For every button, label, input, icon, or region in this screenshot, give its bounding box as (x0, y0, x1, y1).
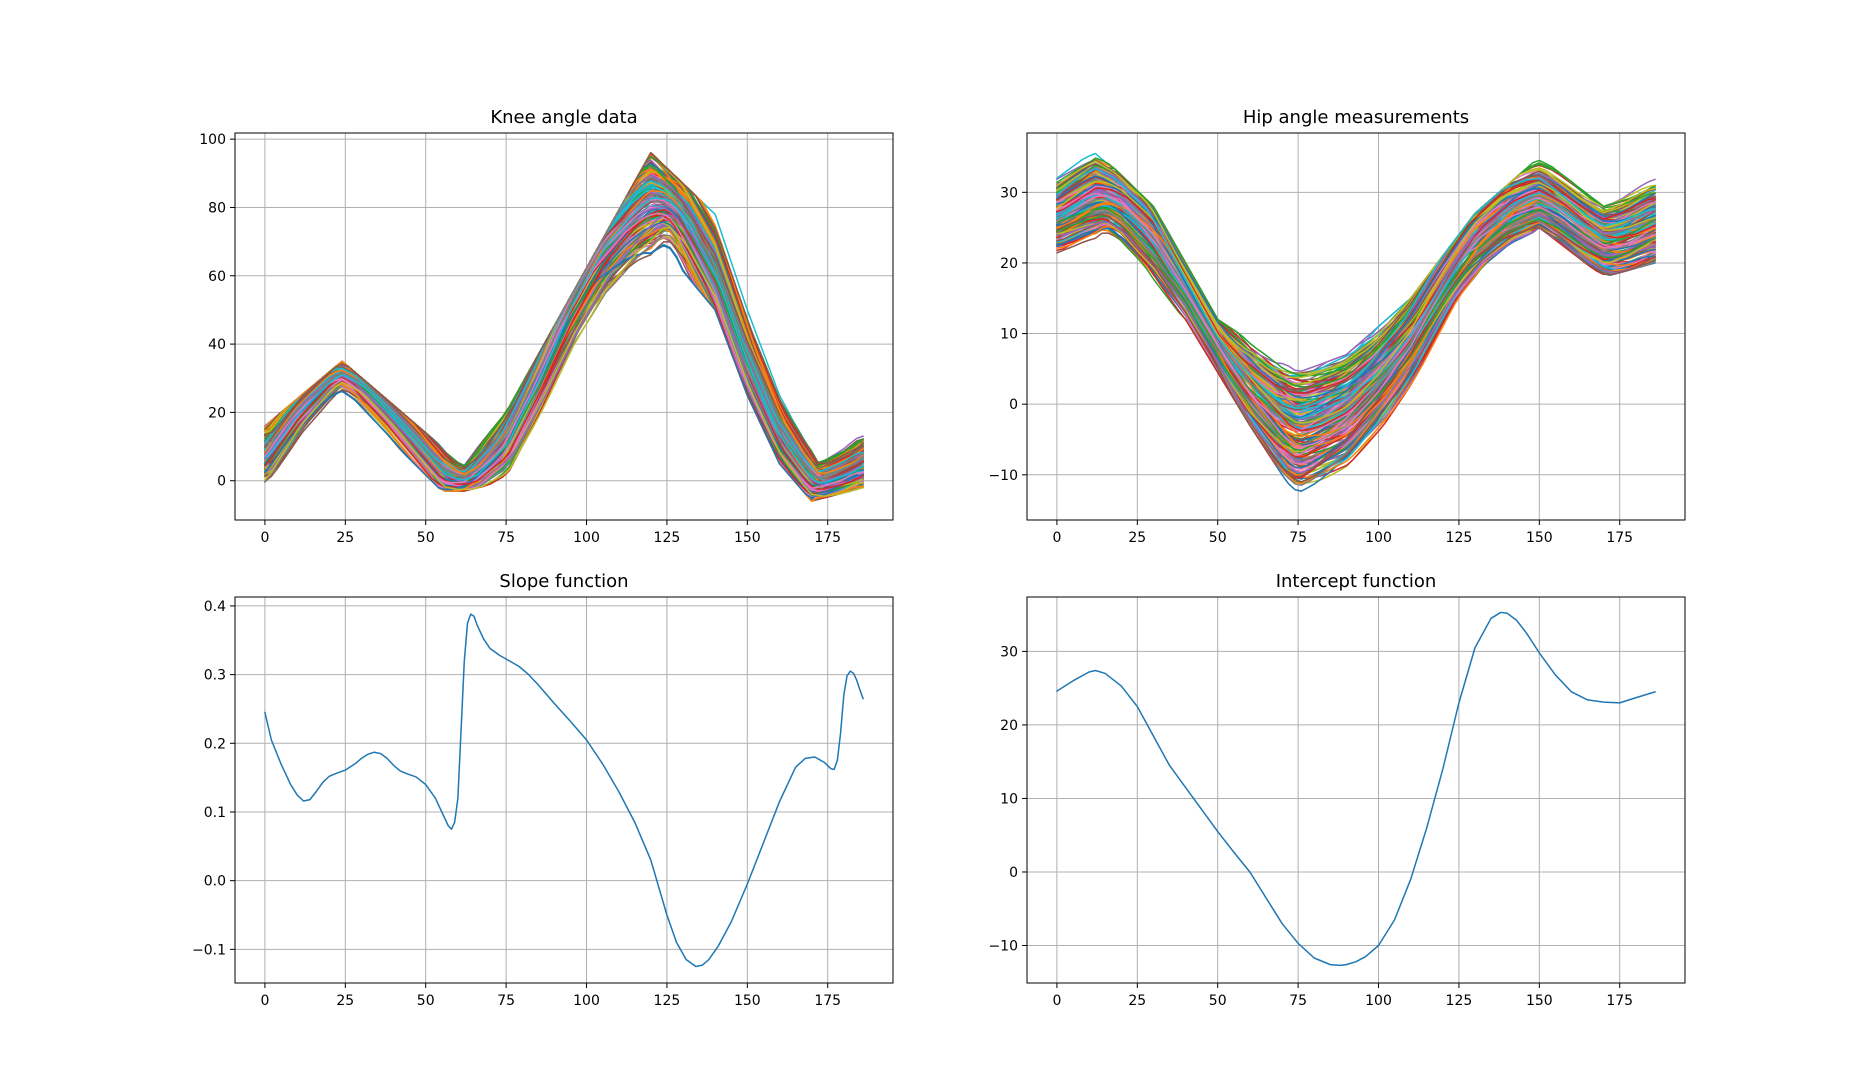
slope-function-ytick-label-2: 0.1 (204, 805, 226, 821)
hip-angle-curve-191 (1056, 194, 1656, 437)
slope-function-ytick-label-5: 0.4 (204, 599, 226, 615)
hip-angle-curve-185 (1056, 221, 1656, 483)
knee-angle-curve-196 (264, 212, 864, 489)
knee-angle-ytick-label-0: 0 (217, 474, 226, 490)
hip-angle-xtick-label-3: 75 (1289, 530, 1307, 546)
knee-angle-curve-190 (264, 245, 864, 499)
hip-angle-ytick-label-3: 20 (1000, 256, 1018, 272)
slope-function-xtick-label-6: 150 (734, 993, 761, 1009)
hip-angle-curve-187 (1056, 210, 1656, 487)
intercept-function-xtick-label-6: 150 (1526, 993, 1553, 1009)
knee-angle-plot-area (264, 152, 864, 502)
knee-angle-xtick-label-7: 175 (814, 530, 841, 546)
hip-angle-ytick-label-0: −10 (988, 468, 1018, 484)
knee-angle-ytick-label-5: 100 (199, 132, 226, 148)
slope-function-ytick-label-1: 0.0 (204, 874, 226, 890)
slope-function-xtick-label-5: 125 (654, 993, 681, 1009)
knee-angle-xtick-label-1: 25 (336, 530, 354, 546)
hip-angle-curve-172 (1056, 163, 1656, 377)
hip-angle-xtick-label-0: 0 (1052, 530, 1061, 546)
hip-angle-ytick-label-2: 10 (1000, 327, 1018, 343)
slope-function-xtick-label-3: 75 (497, 993, 515, 1009)
hip-angle-xtick-label-4: 100 (1365, 530, 1392, 546)
hip-angle-xtick-label-1: 25 (1128, 530, 1146, 546)
slope-function-xtick-label-7: 175 (814, 993, 841, 1009)
knee-angle-ticks: 0 25 50 75 100 125 150 175 0 20 40 60 80 100 (199, 132, 841, 546)
intercept-function-ytick-label-2: 10 (1000, 791, 1018, 807)
hip-angle-curve-196 (1056, 195, 1656, 448)
knee-angle-ytick-label-3: 60 (208, 269, 226, 285)
intercept-function-plot-area (1056, 611, 1656, 967)
slope-function-subplot: 0 25 50 75 100 125 150 175 −0.1 0.0 0.1 0.2 0.3 0.4 S… (192, 571, 894, 1009)
knee-angle-xtick-label-5: 125 (654, 530, 681, 546)
slope-function-title: Slope function (499, 571, 628, 592)
intercept-function-ytick-label-0: −10 (988, 939, 1018, 955)
intercept-function-ytick-label-1: 0 (1009, 865, 1018, 881)
slope-function-xtick-label-0: 0 (260, 993, 269, 1009)
hip-angle-xtick-label-7: 175 (1606, 530, 1633, 546)
hip-angle-axes-frame (1026, 132, 1686, 521)
hip-angle-title: Hip angle measurements (1243, 107, 1469, 128)
intercept-function-ytick-label-4: 30 (1000, 644, 1018, 660)
intercept-function-ytick-label-3: 20 (1000, 718, 1018, 734)
knee-angle-curve-198 (264, 227, 864, 497)
slope-function-xtick-label-2: 50 (417, 993, 435, 1009)
hip-angle-ticks: 0 25 50 75 100 125 150 175 −10 0 10 20 30 (988, 185, 1633, 546)
hip-angle-curve-188 (1056, 160, 1656, 379)
intercept-function-xtick-label-0: 0 (1052, 993, 1061, 1009)
slope-function-axes-frame (234, 596, 894, 984)
intercept-function-xtick-label-4: 100 (1365, 993, 1392, 1009)
slope-function-series-line-0 (264, 613, 864, 968)
slope-function-plot-area (264, 613, 864, 968)
knee-angle-curve-167 (264, 199, 864, 489)
knee-angle-xtick-label-4: 100 (573, 530, 600, 546)
slope-function-xtick-label-1: 25 (336, 993, 354, 1009)
hip-angle-ytick-label-4: 30 (1000, 185, 1018, 201)
knee-angle-ytick-label-2: 40 (208, 337, 226, 353)
intercept-function-axes-frame (1026, 596, 1686, 984)
hip-angle-curve-199 (1056, 167, 1656, 409)
intercept-function-xtick-label-1: 25 (1128, 993, 1146, 1009)
intercept-function-xtick-label-5: 125 (1446, 993, 1473, 1009)
intercept-function-ticks: 0 25 50 75 100 125 150 175 −10 0 10 20 30 (988, 644, 1633, 1009)
hip-angle-subplot: 0 25 50 75 100 125 150 175 −10 0 10 20 30 Hip angle … (988, 107, 1686, 546)
knee-angle-ytick-label-1: 20 (208, 405, 226, 421)
hip-angle-curve-195 (1056, 213, 1656, 478)
knee-angle-curve-199 (264, 197, 864, 484)
knee-angle-curve-155 (264, 241, 864, 492)
hip-angle-curve-197 (1056, 195, 1656, 424)
intercept-function-subplot: 0 25 50 75 100 125 150 175 −10 0 10 20 30 Intercept … (988, 571, 1686, 1009)
hip-angle-plot-area (1056, 152, 1656, 492)
knee-angle-xtick-label-6: 150 (734, 530, 761, 546)
slope-function-ytick-label-0: −0.1 (192, 942, 226, 958)
knee-angle-ytick-label-4: 80 (208, 200, 226, 216)
intercept-function-grid (1027, 597, 1685, 983)
intercept-function-xtick-label-2: 50 (1209, 993, 1227, 1009)
knee-angle-xtick-label-0: 0 (260, 530, 269, 546)
hip-angle-xtick-label-2: 50 (1209, 530, 1227, 546)
intercept-function-xtick-label-7: 175 (1606, 993, 1633, 1009)
hip-angle-curve-163 (1056, 218, 1656, 479)
hip-angle-ytick-label-1: 0 (1009, 397, 1018, 413)
knee-angle-title: Knee angle data (490, 107, 637, 128)
knee-angle-xtick-label-2: 50 (417, 530, 435, 546)
knee-angle-subplot: 0 25 50 75 100 125 150 175 0 20 40 60 80 100 Knee ang… (199, 107, 894, 546)
intercept-function-xtick-label-3: 75 (1289, 993, 1307, 1009)
slope-function-xtick-label-4: 100 (573, 993, 600, 1009)
knee-angle-axes-frame (234, 132, 894, 521)
slope-function-ytick-label-3: 0.2 (204, 736, 226, 752)
knee-angle-curve-197 (264, 176, 864, 480)
intercept-function-title: Intercept function (1276, 571, 1437, 592)
slope-function-grid (235, 597, 893, 983)
hip-angle-xtick-label-6: 150 (1526, 530, 1553, 546)
slope-function-ytick-label-4: 0.3 (204, 668, 226, 684)
slope-function-ticks: 0 25 50 75 100 125 150 175 −0.1 0.0 0.1 0.2 0.3 0.4 (192, 599, 841, 1009)
intercept-function-series-line-0 (1056, 611, 1656, 967)
hip-angle-xtick-label-5: 125 (1446, 530, 1473, 546)
knee-angle-xtick-label-3: 75 (497, 530, 515, 546)
